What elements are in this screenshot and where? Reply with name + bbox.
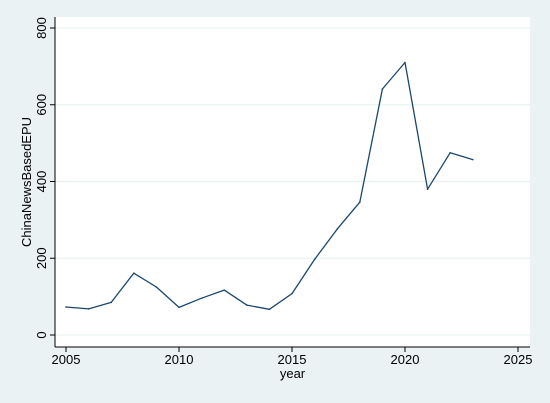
data-point [291,292,293,295]
data-point [381,88,384,90]
y-axis: 0 200 400 600 800 [34,17,56,347]
gridlines [55,27,530,336]
data-point [472,158,474,161]
y-tick-label: 400 [34,171,49,193]
data-point [426,188,429,190]
x-tick-label: 2020 [391,352,420,367]
data-point [223,289,225,291]
series-layer [65,61,474,311]
data-point [65,306,67,308]
data-point [110,301,112,304]
y-tick-label: 600 [34,94,49,116]
data-point [359,201,361,204]
data-point [178,306,180,309]
x-axis: 2005 2010 2015 2020 2025 [52,346,533,367]
x-tick-label: 2005 [52,352,81,367]
data-point [133,272,135,275]
x-tick-label: 2025 [504,352,533,367]
y-tick-label: 800 [34,17,49,39]
data-point [200,297,203,299]
x-axis-title: year [280,366,306,381]
y-tick-label: 200 [34,247,49,269]
data-point [313,258,316,261]
x-tick-label: 2015 [278,352,307,367]
data-point [155,286,158,288]
data-point [87,308,90,310]
data-point [268,308,271,311]
data-point [246,304,248,306]
x-tick-label: 2010 [165,352,194,367]
data-point [336,228,339,230]
data-point [449,151,452,154]
data-point [404,61,406,64]
y-tick-label: 0 [34,331,49,338]
y-axis-title: ChinaNewsBasedEPU [19,117,34,247]
